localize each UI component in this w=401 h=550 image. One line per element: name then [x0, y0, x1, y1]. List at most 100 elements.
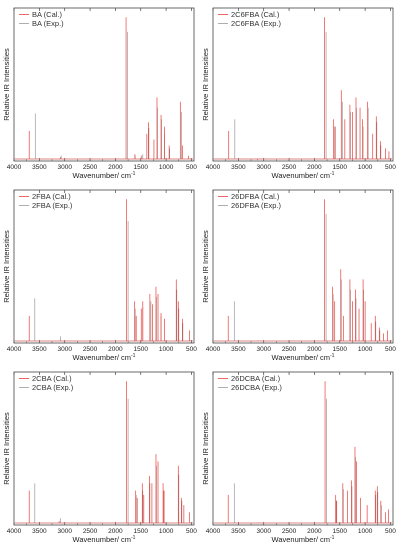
legend-label: 26DFBA (Exp.) [231, 201, 282, 210]
x-tick-label: 3500 [32, 164, 47, 171]
x-tick-label: 1500 [134, 164, 149, 171]
x-tick-label: 2000 [307, 164, 322, 171]
y-axis-title: Relative IR Intensities [2, 48, 11, 121]
x-tick-label: 3000 [57, 164, 72, 171]
plot-frame [212, 7, 394, 162]
calculated-series [15, 381, 193, 524]
legend: 2FBA (Cal.)2FBA (Exp.) [19, 192, 73, 210]
x-tick-label: 2500 [282, 528, 297, 535]
legend: BA (Cal.)BA (Exp.) [19, 10, 64, 28]
x-tick-label: 1500 [333, 528, 348, 535]
legend-label: 2CBA (Exp.) [32, 383, 74, 392]
experimental-series [15, 398, 193, 524]
legend-label: 26DCBA (Cal.) [231, 374, 281, 383]
legend: 2C6FBA (Cal.)2C6FBA (Exp.) [218, 10, 282, 28]
x-tick-label: 500 [186, 346, 197, 353]
calculated-series [214, 199, 392, 342]
y-axis-title: Relative IR Intensities [201, 230, 210, 303]
x-tick-label: 1000 [159, 164, 174, 171]
x-tick-label: 3000 [57, 346, 72, 353]
legend-label: 2C6FBA (Exp.) [231, 19, 282, 28]
x-tick-label: 4000 [7, 528, 22, 535]
x-axis-title: Wavenumber/ cm-1 [272, 171, 335, 180]
y-axis-title: Relative IR Intensities [201, 412, 210, 485]
x-tick-label: 4000 [7, 164, 22, 171]
x-tick-label: 500 [385, 346, 396, 353]
spectrum-panel-6: 4000 3500 3000 2500 2000 1500 1000 500 Wavenumbe… [201, 371, 396, 544]
experimental-series [214, 398, 392, 524]
x-tick-label: 2000 [307, 528, 322, 535]
spectrum-panel-4: 4000 3500 3000 2500 2000 1500 1000 500 Wavenumbe… [201, 189, 396, 362]
x-tick-label: 3500 [32, 346, 47, 353]
y-axis-title: Relative IR Intensities [2, 230, 11, 303]
experimental-series [15, 221, 193, 342]
x-tick-label: 2000 [108, 164, 123, 171]
x-axis-title: Wavenumber/ cm-1 [73, 535, 136, 544]
y-axis-title: Relative IR Intensities [2, 412, 11, 485]
legend: 26DFBA (Cal.)26DFBA (Exp.) [218, 192, 282, 210]
x-tick-label: 500 [385, 164, 396, 171]
x-tick-label: 2000 [307, 346, 322, 353]
y-axis-title: Relative IR Intensities [201, 48, 210, 121]
x-tick-label: 1000 [159, 528, 174, 535]
legend-label: BA (Exp.) [32, 19, 64, 28]
x-axis-title: Wavenumber/ cm-1 [272, 535, 335, 544]
x-tick-label: 1000 [358, 528, 373, 535]
x-tick-label: 3500 [231, 528, 246, 535]
x-tick-label: 2500 [83, 528, 98, 535]
spectrum-panel-5: 4000 3500 3000 2500 2000 1500 1000 500 Wavenumbe… [2, 371, 197, 544]
x-tick-label: 2500 [282, 164, 297, 171]
x-tick-label: 3500 [231, 164, 246, 171]
x-axis-title: Wavenumber/ cm-1 [73, 353, 136, 362]
x-tick-label: 4000 [206, 528, 221, 535]
x-tick-label: 1500 [333, 346, 348, 353]
x-axis-title: Wavenumber/ cm-1 [272, 353, 335, 362]
x-tick-label: 3500 [231, 346, 246, 353]
x-tick-label: 4000 [7, 346, 22, 353]
calculated-series [214, 381, 392, 524]
legend-label: 2FBA (Exp.) [32, 201, 73, 210]
calculated-series [214, 17, 392, 161]
spectrum-panel-1: 4000 3500 3000 2500 2000 1500 1000 500 Wavenumbe… [2, 7, 197, 180]
spectrum-panel-2: 4000 3500 3000 2500 2000 1500 1000 500 Wavenumbe… [201, 7, 396, 180]
x-tick-label: 1500 [134, 346, 149, 353]
legend-label: BA (Cal.) [32, 10, 63, 19]
plot-frame [212, 371, 394, 526]
x-tick-label: 2500 [83, 346, 98, 353]
x-tick-label: 1500 [134, 528, 149, 535]
x-tick-label: 3500 [32, 528, 47, 535]
x-tick-label: 3000 [256, 528, 271, 535]
plot-frame [212, 189, 394, 344]
x-tick-label: 1000 [358, 164, 373, 171]
legend: 26DCBA (Cal.)26DCBA (Exp.) [218, 374, 282, 392]
x-tick-label: 4000 [206, 164, 221, 171]
plot-frame [13, 189, 195, 344]
legend: 2CBA (Cal.)2CBA (Exp.) [19, 374, 74, 392]
legend-label: 2C6FBA (Cal.) [231, 10, 280, 19]
x-tick-label: 500 [186, 164, 197, 171]
x-axis-title: Wavenumber/ cm-1 [73, 171, 136, 180]
x-tick-label: 1000 [358, 346, 373, 353]
legend-label: 2FBA (Cal.) [32, 192, 71, 201]
experimental-series [15, 31, 193, 160]
legend-label: 2CBA (Cal.) [32, 374, 72, 383]
x-tick-label: 1500 [333, 164, 348, 171]
x-tick-label: 500 [186, 528, 197, 535]
x-tick-label: 3000 [57, 528, 72, 535]
x-tick-label: 2500 [83, 164, 98, 171]
x-tick-label: 2500 [282, 346, 297, 353]
x-tick-label: 2000 [108, 346, 123, 353]
x-tick-label: 4000 [206, 346, 221, 353]
legend-label: 26DFBA (Cal.) [231, 192, 280, 201]
x-tick-label: 500 [385, 528, 396, 535]
plot-frame [13, 371, 195, 526]
x-tick-label: 3000 [256, 346, 271, 353]
x-tick-label: 2000 [108, 528, 123, 535]
legend-label: 26DCBA (Exp.) [231, 383, 282, 392]
spectrum-panel-3: 4000 3500 3000 2500 2000 1500 1000 500 Wavenumbe… [2, 189, 197, 362]
x-tick-label: 3000 [256, 164, 271, 171]
x-tick-label: 1000 [159, 346, 174, 353]
experimental-series [214, 31, 392, 160]
